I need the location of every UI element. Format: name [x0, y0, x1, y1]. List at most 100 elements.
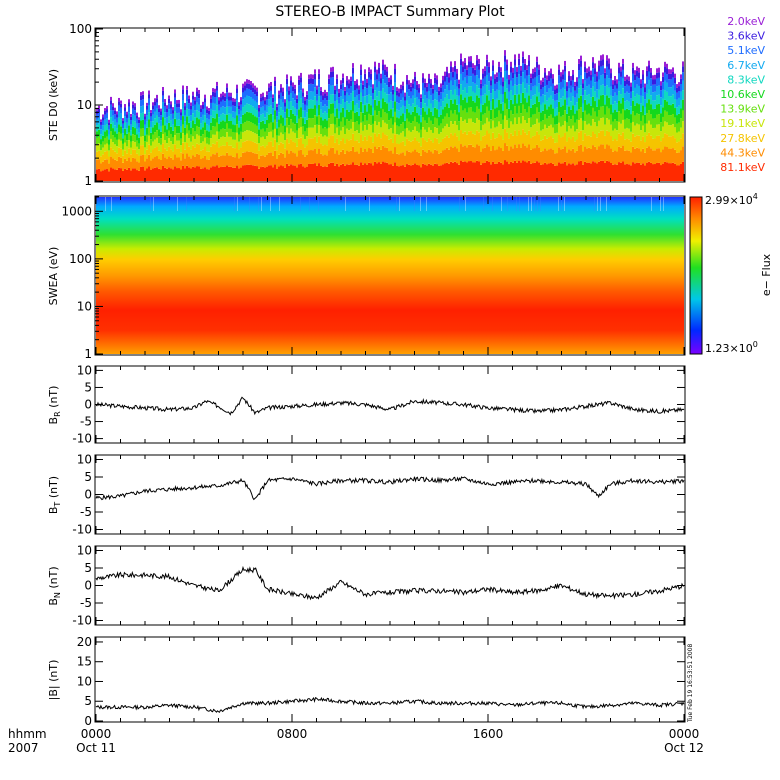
ste-band — [304, 110, 306, 118]
ste-band — [164, 140, 166, 149]
ste-band — [604, 95, 606, 105]
ste-band — [516, 67, 518, 72]
ste-band — [528, 130, 530, 145]
ste-band — [402, 105, 404, 114]
ste-band — [444, 89, 446, 98]
x-date-label: Oct 12 — [664, 741, 704, 755]
ste-band — [606, 160, 608, 181]
ste-band — [658, 72, 660, 78]
ste-band — [478, 78, 480, 89]
ste-band — [604, 148, 606, 163]
ste-band — [150, 127, 152, 133]
ste-band — [266, 112, 268, 120]
ste-band — [502, 129, 504, 140]
ste-band — [612, 130, 614, 141]
ste-band — [300, 149, 302, 164]
ste-band — [248, 83, 250, 89]
ste-band — [284, 125, 286, 133]
ste-band — [268, 99, 270, 107]
ste-band — [260, 97, 262, 102]
ste-band — [652, 79, 654, 85]
ste-band — [224, 166, 226, 181]
ste-band — [400, 142, 402, 154]
ste-band — [640, 140, 642, 152]
ste-band — [368, 71, 370, 78]
ste-band — [240, 131, 242, 140]
ste-band — [638, 95, 640, 105]
ste-band — [632, 121, 634, 134]
ste-band — [152, 149, 154, 159]
ste-band — [156, 130, 158, 138]
ste-band — [538, 75, 540, 84]
ste-band — [286, 150, 288, 164]
ste-band — [96, 159, 98, 170]
ste-band — [422, 90, 424, 100]
ste-band — [322, 155, 324, 167]
ste-band — [174, 166, 176, 181]
ste-band — [556, 93, 558, 101]
ste-band — [354, 112, 356, 122]
ste-band — [344, 90, 346, 96]
ste-band — [152, 109, 154, 115]
ste-band — [374, 110, 376, 122]
ste-band — [314, 163, 316, 181]
ste-band — [588, 113, 590, 124]
ste-band — [134, 128, 136, 136]
ste-band — [516, 85, 518, 95]
ste-band — [602, 74, 604, 85]
ste-band — [376, 96, 378, 106]
ste-band — [290, 150, 292, 165]
ste-band — [294, 100, 296, 108]
ste-band — [366, 129, 368, 141]
ste-band — [560, 149, 562, 164]
ste-band — [464, 108, 466, 120]
ste-band — [196, 125, 198, 135]
ste-band — [364, 148, 366, 164]
ste-band — [176, 140, 178, 149]
ste-band — [620, 147, 622, 163]
ste-band — [132, 104, 134, 109]
ste-band — [510, 66, 512, 73]
ste-band — [380, 117, 382, 128]
ste-band — [632, 133, 634, 147]
ste-band — [156, 108, 158, 116]
ste-band — [176, 125, 178, 134]
ste-band — [376, 74, 378, 80]
ste-band — [578, 120, 580, 133]
ste-band — [646, 84, 648, 94]
ste-band — [342, 163, 344, 181]
ste-band — [264, 131, 266, 140]
ste-band — [484, 123, 486, 136]
ste-band — [100, 124, 102, 130]
ste-band — [664, 121, 666, 134]
ste-band — [280, 132, 282, 143]
ste-band — [412, 95, 414, 104]
ste-band — [426, 123, 428, 133]
ste-band — [190, 109, 192, 116]
ste-band — [434, 127, 436, 138]
ste-band — [256, 134, 258, 144]
ste-band — [320, 109, 322, 118]
ste-band — [488, 161, 490, 181]
ste-band — [310, 163, 312, 181]
ste-spectrogram — [96, 50, 684, 181]
ste-band — [498, 161, 500, 181]
ste-band — [650, 104, 652, 115]
ste-band — [564, 146, 566, 162]
ste-band — [494, 83, 496, 92]
ste-band — [658, 124, 660, 136]
ste-band — [654, 164, 656, 181]
ste-band — [210, 130, 212, 139]
ste-band — [364, 87, 366, 97]
ste-band — [186, 101, 188, 109]
ste-band — [332, 71, 334, 78]
ste-band — [554, 142, 556, 154]
ste-band — [226, 106, 228, 115]
ste-band — [234, 101, 236, 107]
ste-band — [584, 161, 586, 181]
ste-band — [504, 55, 506, 62]
ste-band — [496, 89, 498, 99]
ste-band — [346, 109, 348, 120]
ste-band — [134, 149, 136, 159]
